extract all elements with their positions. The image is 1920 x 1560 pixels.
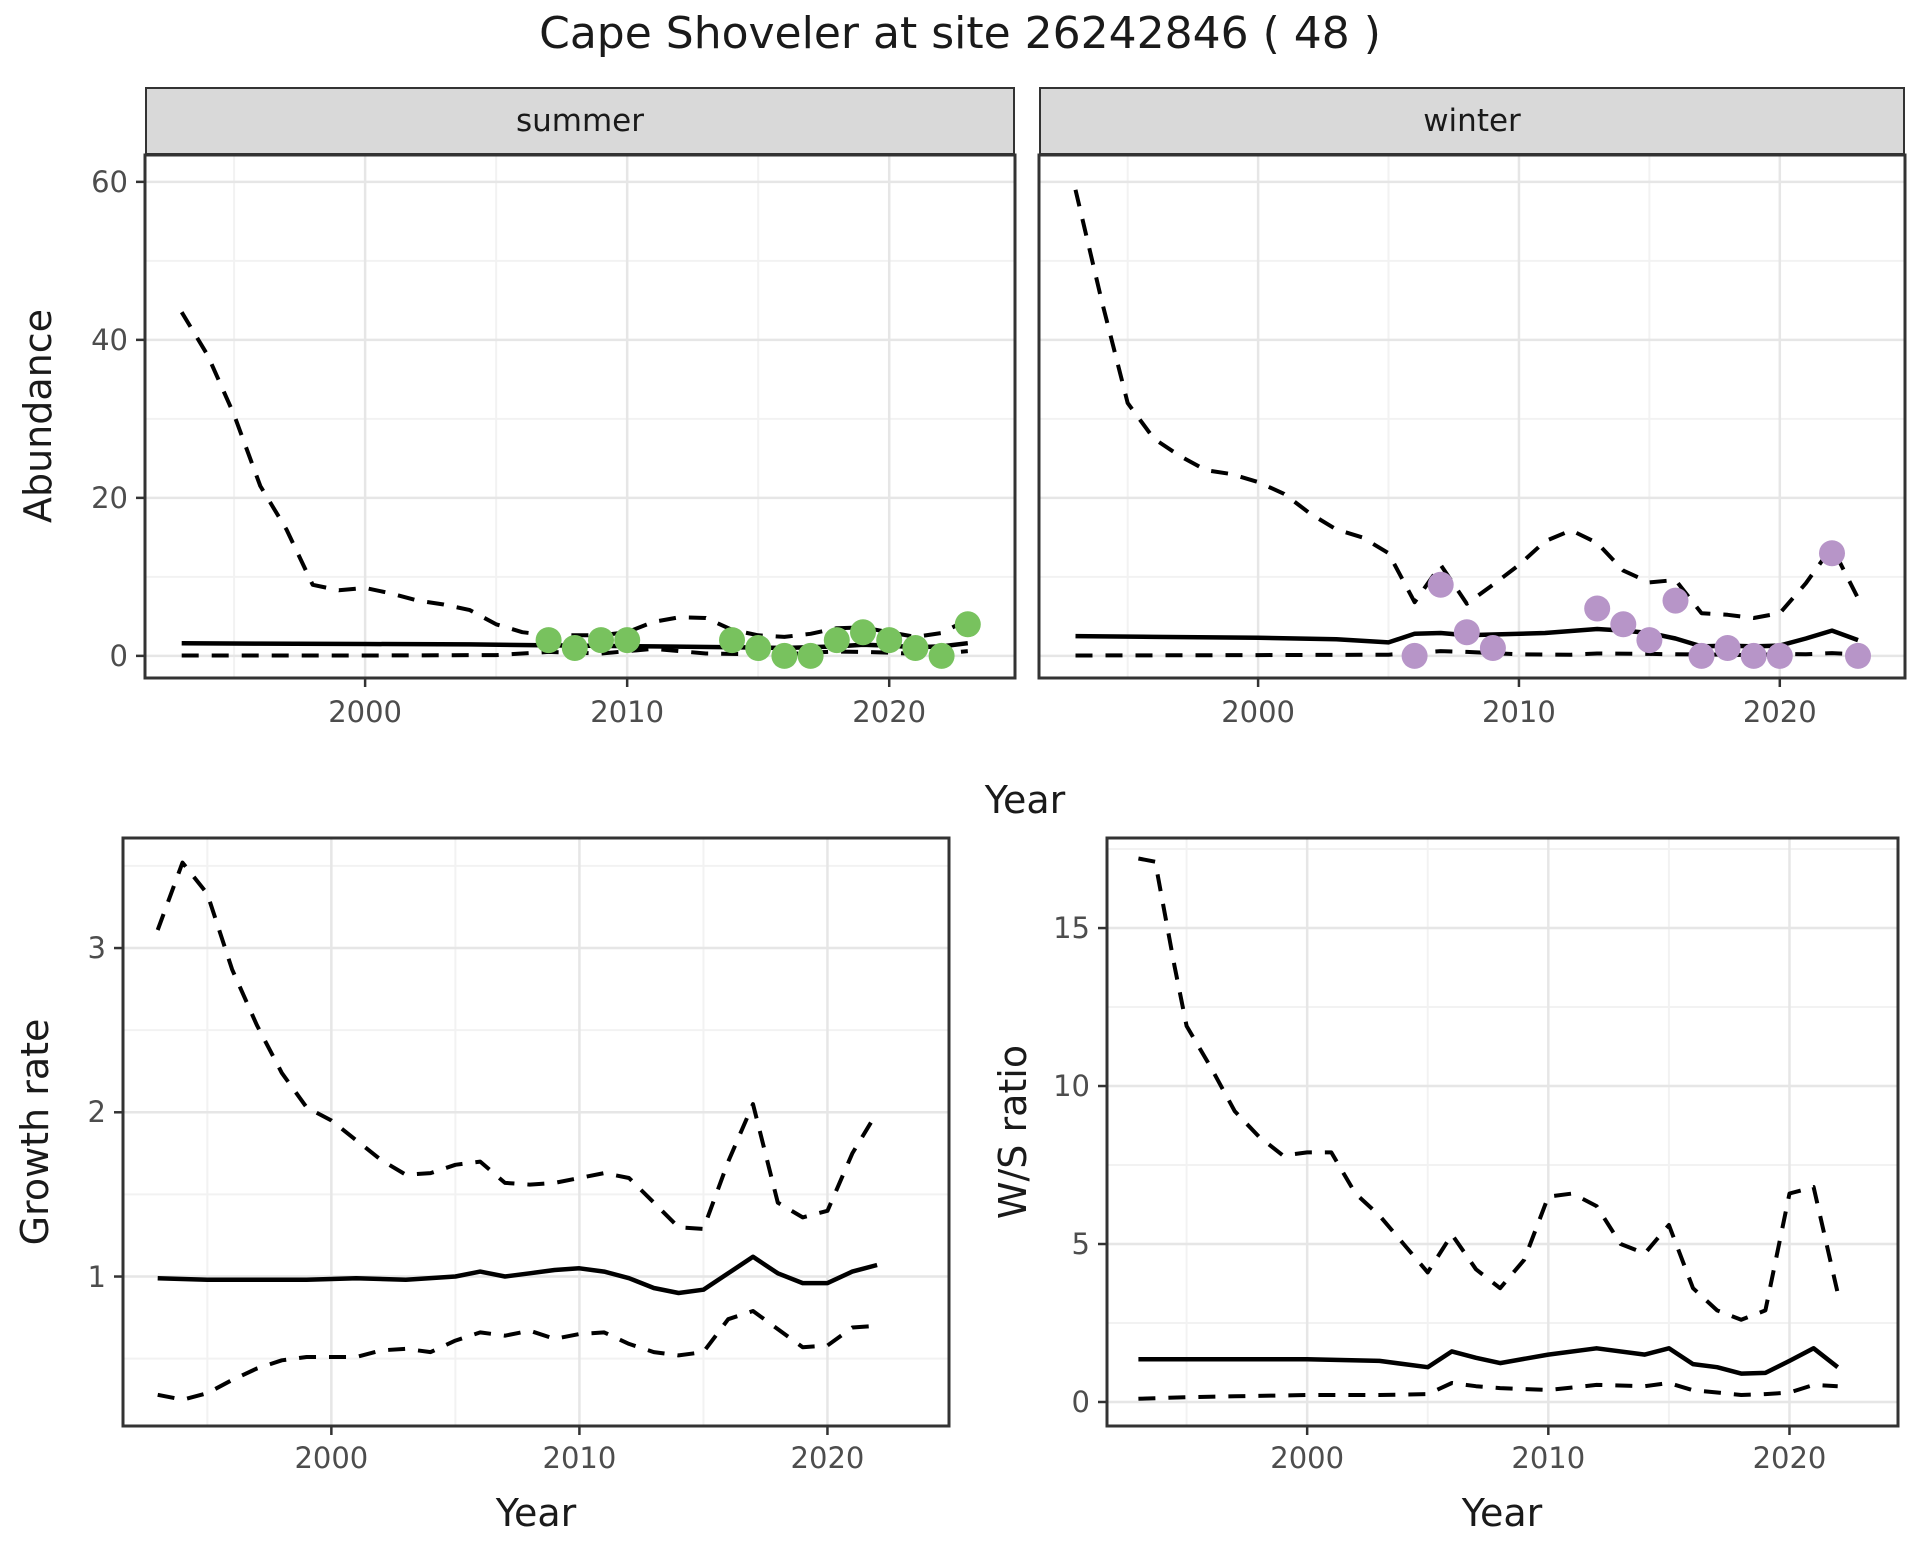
y-tick-label: 0	[109, 638, 128, 673]
y-axis-title-ws-ratio: W/S ratio	[991, 1044, 1035, 1220]
x-tick-label: 2010	[542, 1441, 617, 1475]
y-tick-label: 60	[91, 164, 128, 199]
x-tick-label: 2010	[590, 695, 665, 729]
x-tick-label: 2000	[294, 1441, 369, 1475]
y-axis-title-growth-rate: Growth rate	[13, 1018, 57, 1246]
y-tick-label: 15	[1053, 911, 1090, 946]
y-tick-label: 40	[91, 322, 128, 357]
x-axis-title-year-top: Year	[984, 778, 1066, 822]
y-axis-title-abundance: Abundance	[16, 308, 60, 524]
x-tick-label: 2010	[1511, 1441, 1586, 1475]
y-tick-label: 2	[87, 1095, 106, 1130]
y-tick-label: 5	[1071, 1227, 1090, 1261]
x-tick-label: 2020	[852, 695, 927, 729]
y-tick-label: 10	[1053, 1069, 1090, 1104]
chart-title: Cape Shoveler at site 26242846 ( 48 )	[539, 8, 1381, 59]
x-axis-title-year-growth: Year	[495, 1491, 577, 1535]
facet-strip-summer: summer	[145, 87, 1015, 155]
x-tick-label: 2020	[1752, 1441, 1827, 1475]
facet-strip-summer-label: summer	[515, 103, 644, 139]
y-tick-label: 1	[87, 1259, 106, 1294]
x-axis-title-year-ws: Year	[1461, 1491, 1543, 1535]
x-tick-label: 2000	[328, 695, 403, 729]
x-tick-label: 2020	[1742, 695, 1817, 729]
y-tick-label: 0	[1071, 1384, 1090, 1419]
facet-strip-winter-label: winter	[1423, 103, 1521, 139]
x-tick-label: 2010	[1482, 695, 1556, 729]
x-tick-label: 2020	[790, 1441, 865, 1475]
x-tick-label: 2000	[1270, 1441, 1345, 1475]
y-tick-label: 20	[91, 480, 128, 515]
y-tick-label: 3	[87, 931, 106, 966]
x-tick-label: 2000	[1221, 695, 1295, 729]
facet-strip-winter: winter	[1039, 87, 1905, 155]
